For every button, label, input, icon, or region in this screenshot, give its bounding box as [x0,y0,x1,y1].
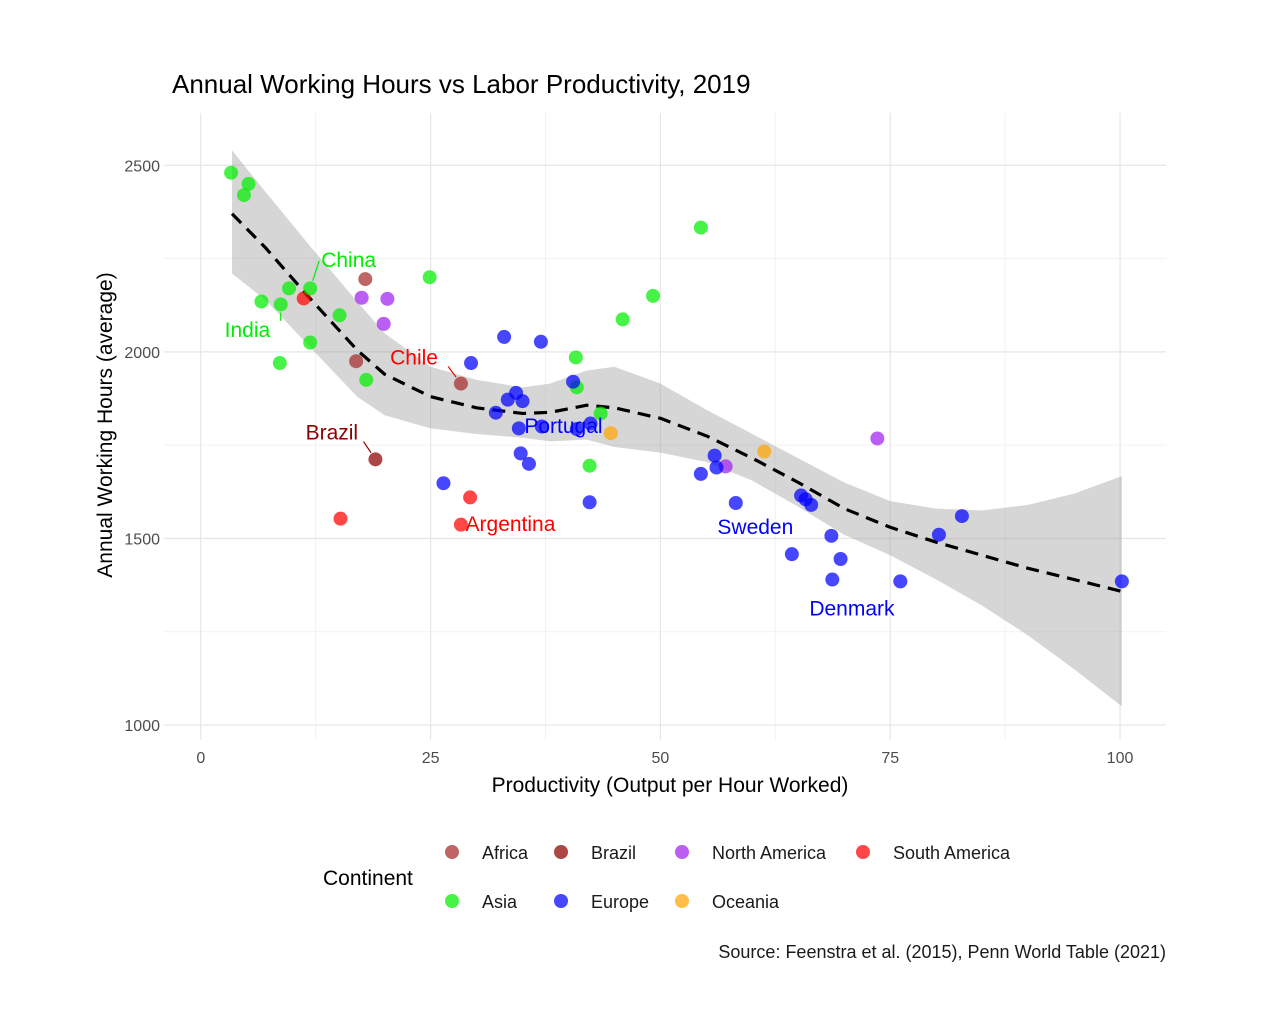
data-point-asia [616,312,630,326]
data-point-south-america [463,490,477,504]
y-axis-label: Annual Working Hours (average) [94,272,117,577]
data-point-europe [708,449,722,463]
point-label-portugal: Portugal [524,415,602,438]
confidence-band [232,150,1122,706]
data-point-europe [583,495,597,509]
data-point-africa [454,377,468,391]
x-tick-label: 75 [881,750,899,767]
data-point-north-america [377,317,391,331]
data-point-asia [274,297,288,311]
data-point-asia [583,459,597,473]
data-point-europe [516,394,530,408]
data-point-asia [423,270,437,284]
data-point-asia [273,356,287,370]
data-point-asia [224,166,238,180]
data-point-brazil [368,452,382,466]
legend-label-brazil: Brazil [591,843,636,863]
y-tick-label: 2500 [124,158,160,175]
legend-key-africa [445,845,459,859]
data-point-asia [242,177,256,191]
data-point-europe [522,457,536,471]
data-point-europe [566,375,580,389]
legend-key-north-america [675,845,689,859]
legend-key-europe [554,894,568,908]
data-point-africa [349,354,363,368]
point-label-brazil: Brazil [306,422,359,445]
data-point-asia [282,281,296,295]
point-label-sweden: Sweden [717,516,793,539]
legend-label-north-america: North America [712,843,827,863]
data-point-africa [358,272,372,286]
data-point-europe [534,335,548,349]
data-point-asia [694,221,708,235]
data-point-europe [804,498,818,512]
data-point-europe [464,356,478,370]
data-point-europe [497,330,511,344]
y-tick-label: 2000 [124,345,160,362]
legend-key-asia [445,894,459,908]
legend-label-africa: Africa [482,843,529,863]
legend: Continent Africa Brazil North America South… [323,843,1011,912]
data-point-europe [824,529,838,543]
data-point-north-america [380,292,394,306]
data-point-europe [729,496,743,510]
data-point-oceania [604,426,618,440]
legend-label-asia: Asia [482,892,518,912]
legend-key-brazil [554,845,568,859]
data-point-asia [359,373,373,387]
chart-title: Annual Working Hours vs Labor Productivi… [172,69,751,99]
data-point-south-america [333,512,347,526]
source-caption: Source: Feenstra et al. (2015), Penn Wor… [718,942,1166,962]
point-label-chile: Chile [390,347,438,370]
data-point-europe [893,574,907,588]
data-point-asia [646,289,660,303]
data-point-asia [333,308,347,322]
y-tick-label: 1500 [124,531,160,548]
data-point-europe [436,476,450,490]
data-point-europe [785,547,799,561]
point-label-argentina: Argentina [466,513,556,536]
point-label-india: India [225,319,271,342]
point-label-china: China [321,249,376,272]
x-tick-label: 50 [652,750,670,767]
label-leader [364,442,371,453]
data-point-asia [303,281,317,295]
data-point-north-america [870,431,884,445]
x-axis-label: Productivity (Output per Hour Worked) [492,774,849,797]
data-point-north-america [355,291,369,305]
confidence-band-layer [232,150,1122,706]
x-tick-label: 0 [196,750,205,767]
data-point-oceania [757,445,771,459]
data-point-europe [825,573,839,587]
data-point-europe [955,509,969,523]
legend-title: Continent [323,867,413,890]
data-point-asia [254,294,268,308]
data-point-europe [834,552,848,566]
legend-label-south-america: South America [893,843,1011,863]
data-point-europe [932,528,946,542]
data-point-europe [489,406,503,420]
legend-label-oceania: Oceania [712,892,780,912]
data-point-asia [303,336,317,350]
legend-key-south-america [856,845,870,859]
data-point-europe [709,461,723,475]
x-tick-label: 100 [1107,750,1134,767]
point-label-denmark: Denmark [809,598,895,621]
legend-key-oceania [675,894,689,908]
data-point-asia [569,350,583,364]
legend-label-europe: Europe [591,892,649,912]
y-tick-label: 1000 [124,718,160,735]
x-tick-label: 25 [422,750,440,767]
data-point-europe [1115,574,1129,588]
data-point-europe [694,467,708,481]
